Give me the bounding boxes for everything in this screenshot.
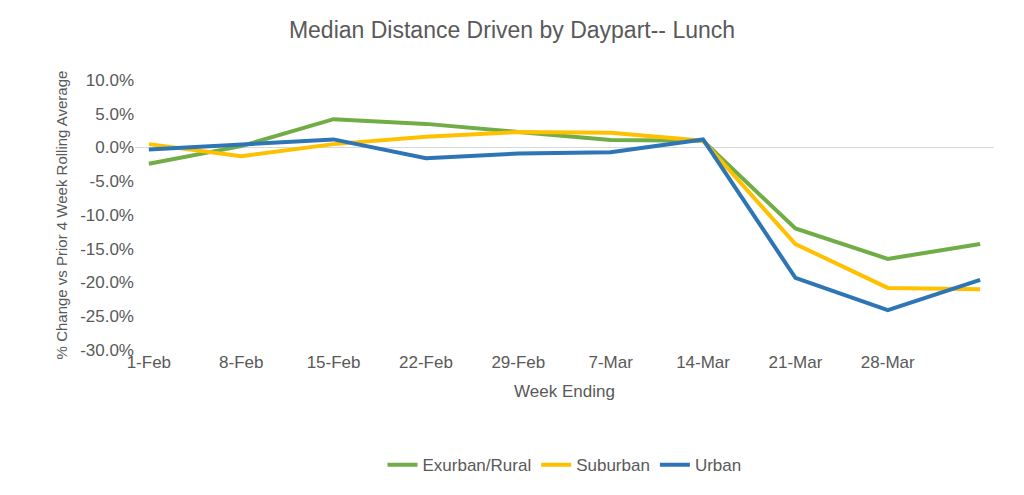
svg-text:-5.0%: -5.0% [90, 172, 134, 191]
svg-text:Urban: Urban [695, 456, 741, 475]
svg-text:0.0%: 0.0% [95, 138, 134, 157]
svg-text:-15.0%: -15.0% [80, 240, 134, 259]
svg-text:21-Mar: 21-Mar [768, 353, 822, 372]
svg-text:28-Mar: 28-Mar [861, 353, 915, 372]
svg-text:Suburban: Suburban [576, 456, 650, 475]
svg-text:5.0%: 5.0% [95, 105, 134, 124]
svg-text:22-Feb: 22-Feb [399, 353, 453, 372]
svg-text:Week Ending: Week Ending [514, 382, 615, 401]
svg-text:-10.0%: -10.0% [80, 206, 134, 225]
svg-text:Exurban/Rural: Exurban/Rural [423, 456, 532, 475]
svg-text:29-Feb: 29-Feb [491, 353, 545, 372]
svg-text:10.0%: 10.0% [86, 71, 134, 90]
svg-text:15-Feb: 15-Feb [307, 353, 361, 372]
svg-text:Median Distance Driven by Dayp: Median Distance Driven by Daypart-- Lunc… [289, 17, 735, 43]
svg-text:% Change vs Prior 4 Week Rolli: % Change vs Prior 4 Week Rolling Average [53, 71, 70, 360]
svg-text:7-Mar: 7-Mar [588, 353, 633, 372]
svg-text:-25.0%: -25.0% [80, 307, 134, 326]
svg-text:14-Mar: 14-Mar [676, 353, 730, 372]
svg-text:1-Feb: 1-Feb [127, 353, 171, 372]
svg-text:-30.0%: -30.0% [80, 341, 134, 360]
svg-text:-20.0%: -20.0% [80, 273, 134, 292]
svg-text:8-Feb: 8-Feb [219, 353, 263, 372]
